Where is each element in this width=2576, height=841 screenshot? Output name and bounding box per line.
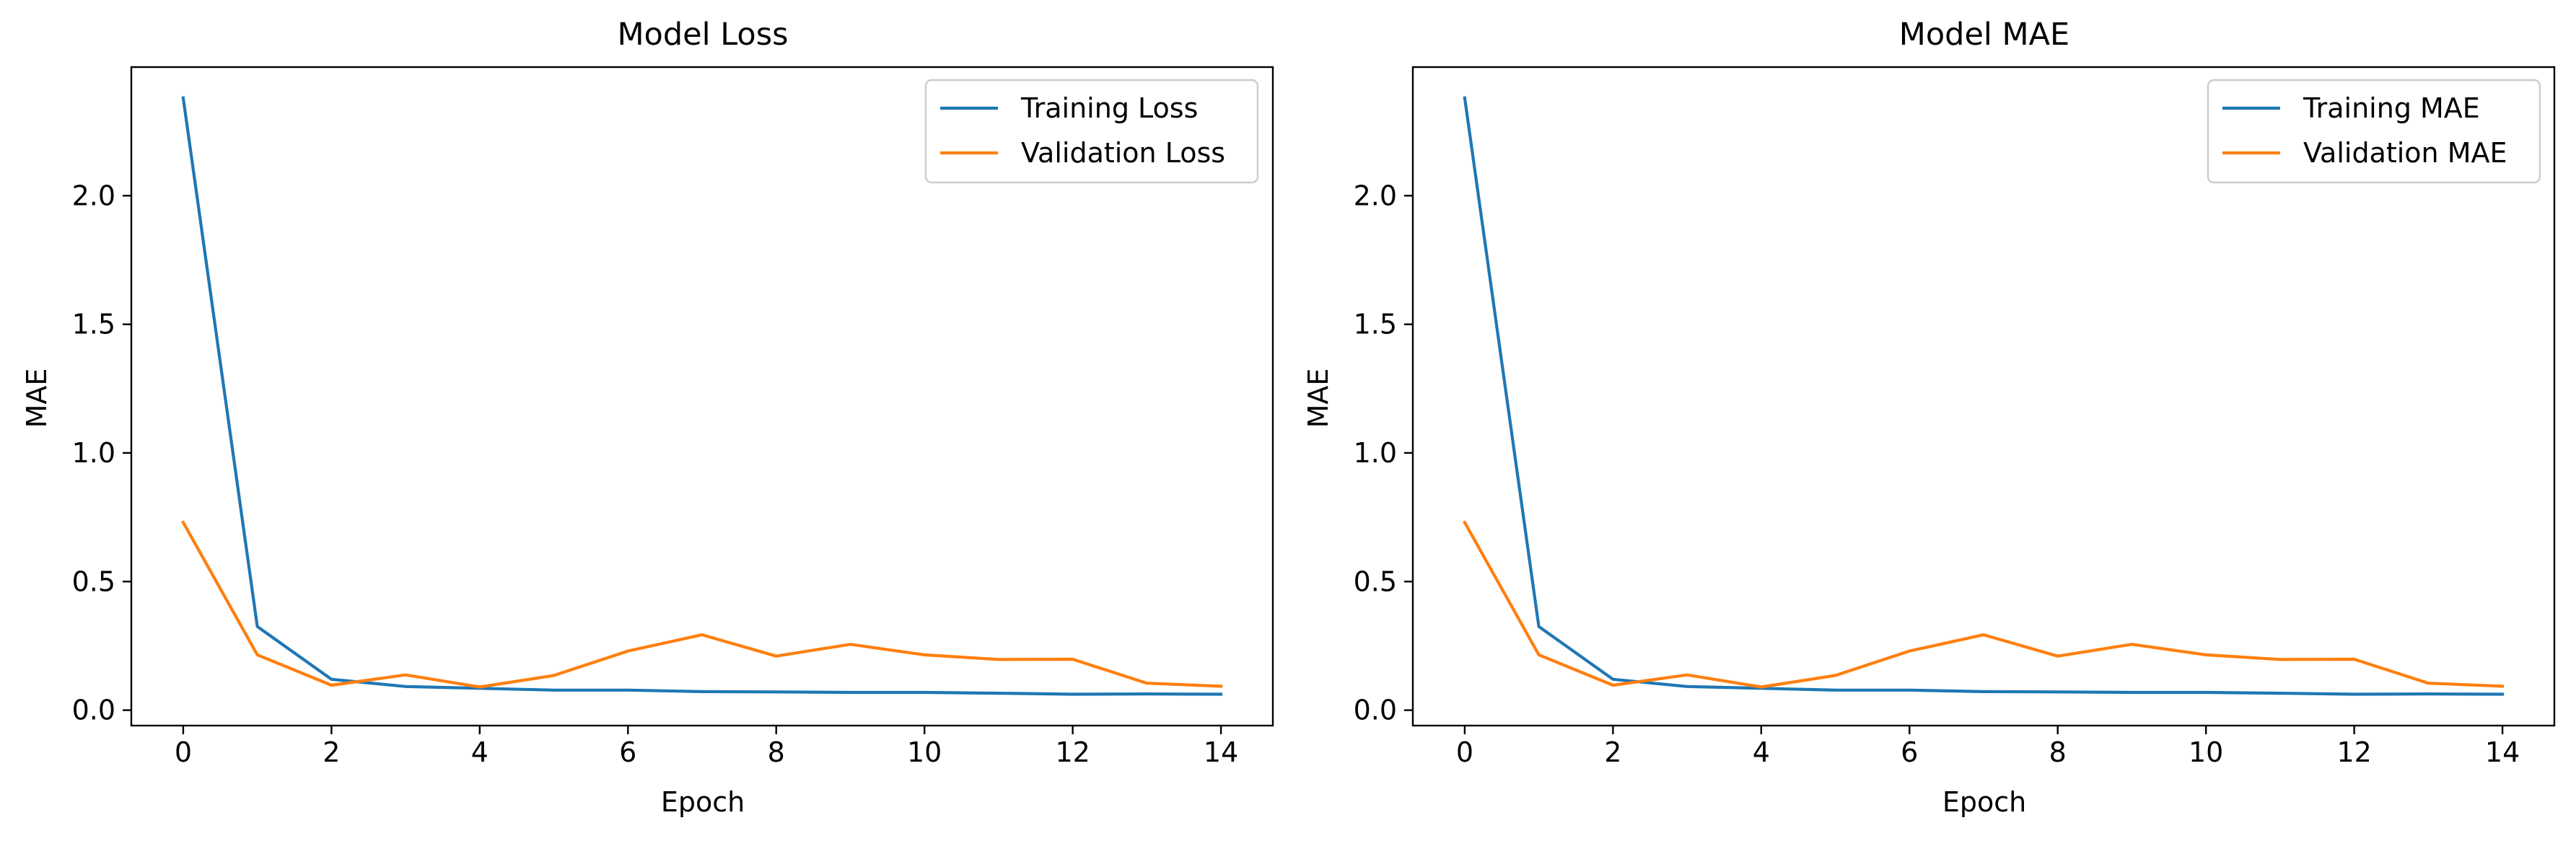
mae-chart-x-tick-label: 8 (2049, 736, 2067, 768)
mae-chart-x-tick-label: 14 (2485, 736, 2520, 768)
loss-chart-legend-label-training-loss: Training Loss (1020, 92, 1198, 124)
loss-chart-x-tick-label: 12 (1055, 736, 1090, 768)
mae-chart-axes-frame (1411, 66, 2556, 727)
mae-chart-y-ticks: 0.0 0.5 1.0 1.5 2.0 (1354, 180, 1413, 726)
loss-chart-y-tick-label: 1.5 (72, 309, 115, 340)
mae-chart-x-tick-label: 12 (2336, 736, 2371, 768)
mae-chart-y-tick-label: 2.0 (1354, 180, 1397, 211)
mae-chart-legend-label-validation-mae: Validation MAE (2303, 137, 2507, 169)
loss-chart-plot-area (181, 96, 1223, 696)
loss-chart-axes-frame (130, 66, 1274, 727)
loss-chart-y-tick-label: 0.5 (72, 565, 115, 597)
mae-chart-x-tick-label: 2 (1604, 736, 1621, 768)
loss-chart-x-tick-label: 10 (907, 736, 942, 768)
mae-chart-x-axis-label: Epoch (1942, 786, 2026, 818)
loss-chart-y-tick-label: 0.0 (72, 695, 115, 726)
mae-chart-x-tick-label: 10 (2189, 736, 2223, 768)
mae-chart-legend-label-training-mae: Training MAE (2303, 92, 2480, 124)
mae-chart: Model MAE Epoch MAE 0 2 4 6 8 10 12 14 0.0 0.5 1.… (1302, 17, 2556, 818)
mae-chart-x-ticks: 0 2 4 6 8 10 12 14 (1456, 726, 2520, 768)
mae-chart-y-tick-label: 1.0 (1354, 437, 1397, 469)
mae-chart-y-tick-label: 1.5 (1354, 309, 1397, 340)
loss-chart-x-ticks: 0 2 4 6 8 10 12 14 (175, 726, 1238, 768)
mae-chart-y-axis-label: MAE (1302, 369, 1334, 428)
loss-chart: Model Loss Epoch MAE 0 2 4 6 8 10 12 14 0.0 0.5 1… (21, 17, 1274, 818)
loss-chart-legend-frame (924, 79, 1259, 184)
loss-chart-y-tick-label: 1.0 (72, 437, 115, 469)
mae-chart-plot-area (1463, 96, 2505, 696)
loss-chart-x-tick-label: 2 (323, 736, 340, 768)
loss-chart-x-axis-label: Epoch (661, 786, 745, 818)
mae-chart-legend: Training MAE Validation MAE (2207, 79, 2541, 184)
mae-chart-x-tick-label: 4 (1753, 736, 1770, 768)
loss-chart-x-tick-label: 8 (768, 736, 785, 768)
mae-chart-x-tick-label: 6 (1901, 736, 1918, 768)
loss-chart-title: Model Loss (617, 17, 788, 53)
loss-chart-y-tick-label: 2.0 (72, 180, 115, 211)
loss-chart-x-tick-label: 14 (1204, 736, 1238, 768)
mae-chart-x-tick-label: 0 (1456, 736, 1473, 768)
mae-chart-y-tick-label: 0.5 (1354, 565, 1397, 597)
loss-chart-x-tick-label: 6 (619, 736, 636, 768)
mae-chart-title: Model MAE (1899, 17, 2069, 53)
loss-chart-legend: Training Loss Validation Loss (924, 79, 1259, 184)
mae-chart-y-tick-label: 0.0 (1354, 695, 1397, 726)
loss-chart-x-tick-label: 4 (471, 736, 489, 768)
loss-chart-series-validation-loss (181, 520, 1223, 689)
loss-chart-y-ticks: 0.0 0.5 1.0 1.5 2.0 (72, 180, 131, 726)
mae-chart-series-validation-mae (1463, 520, 2505, 689)
mae-chart-legend-frame (2207, 79, 2541, 184)
loss-chart-y-axis-label: MAE (21, 369, 53, 428)
loss-chart-legend-label-validation-loss: Validation Loss (1021, 137, 1225, 169)
loss-chart-x-tick-label: 0 (175, 736, 192, 768)
